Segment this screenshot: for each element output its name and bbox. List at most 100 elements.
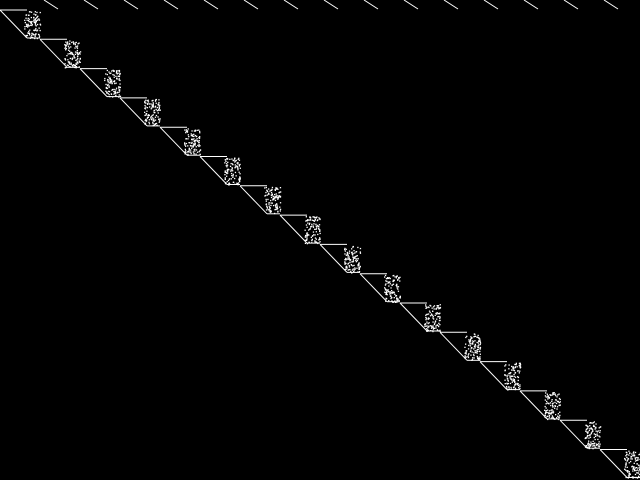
- noise-dot: [544, 414, 546, 417]
- noise-dot: [439, 319, 441, 322]
- noise-dot: [508, 372, 510, 375]
- noise-dot: [628, 471, 630, 473]
- noise-dot: [278, 195, 280, 197]
- noise-dot: [33, 16, 35, 19]
- noise-dot: [479, 339, 481, 341]
- noise-dot: [551, 411, 553, 414]
- noise-dot: [274, 189, 276, 191]
- noise-dot: [33, 37, 35, 39]
- noise-dot: [591, 429, 594, 431]
- noise-dot: [144, 123, 146, 125]
- noise-dot: [438, 325, 440, 328]
- noise-dot: [309, 219, 312, 221]
- unit-diagonal: [159, 126, 188, 156]
- noise-dot: [344, 259, 346, 261]
- noise-dot: [308, 219, 310, 221]
- noise-dot: [34, 14, 37, 16]
- noise-dot: [352, 268, 354, 270]
- noise-dot: [634, 458, 637, 460]
- noise-dot: [304, 229, 306, 231]
- noise-dot: [513, 370, 516, 372]
- noise-dot: [395, 295, 397, 297]
- noise-dot: [275, 208, 277, 211]
- noise-dot: [275, 197, 277, 199]
- noise-dot: [426, 330, 428, 332]
- noise-dot: [314, 219, 316, 221]
- noise-dot: [587, 431, 589, 433]
- noise-dot: [627, 477, 629, 479]
- noise-dot: [625, 464, 627, 466]
- noise-dot: [546, 393, 548, 395]
- noise-dot: [107, 78, 109, 81]
- noise-dot: [507, 389, 509, 391]
- noise-dot: [191, 141, 193, 144]
- noise-dot: [396, 299, 399, 302]
- noise-dot: [318, 224, 321, 226]
- noise-dot: [424, 325, 426, 327]
- noise-dot: [598, 427, 600, 429]
- noise-dot: [351, 261, 353, 263]
- noise-dot: [28, 14, 30, 16]
- noise-dot: [188, 142, 190, 144]
- noise-dot: [359, 265, 361, 268]
- noise-dot: [436, 307, 438, 309]
- noise-dot: [439, 304, 441, 306]
- noise-dot: [519, 367, 521, 369]
- noise-dot: [116, 73, 118, 75]
- noise-dot: [504, 369, 506, 371]
- noise-dot: [225, 182, 227, 184]
- noise-dot: [156, 106, 158, 109]
- noise-dot: [384, 276, 386, 278]
- noise-dot: [79, 51, 82, 53]
- noise-dot: [151, 107, 153, 109]
- noise-dot: [348, 266, 351, 268]
- noise-dot: [556, 417, 558, 419]
- noise-dot: [317, 242, 319, 244]
- noise-dot: [65, 44, 68, 46]
- noise-dot: [472, 343, 474, 345]
- noise-dot: [395, 277, 397, 279]
- noise-dot: [319, 237, 321, 239]
- noise-dot: [106, 91, 108, 93]
- noise-dot: [304, 242, 307, 244]
- noise-dot: [304, 239, 306, 241]
- noise-dot: [156, 110, 158, 112]
- noise-dot: [316, 219, 318, 222]
- top-dash: [163, 0, 179, 10]
- noise-dot: [554, 401, 556, 404]
- noise-dot: [154, 111, 156, 114]
- noise-dot: [438, 307, 440, 309]
- noise-dot: [344, 247, 346, 250]
- noise-dot: [268, 203, 270, 205]
- noise-dot: [190, 152, 192, 155]
- noise-dot: [345, 257, 347, 260]
- noise-dot: [479, 338, 481, 340]
- noise-dot: [349, 259, 351, 261]
- noise-dot: [625, 462, 627, 464]
- noise-dot: [626, 456, 628, 459]
- noise-dot: [37, 15, 39, 17]
- noise-dot: [586, 428, 588, 430]
- noise-dot: [268, 210, 270, 212]
- noise-dot: [274, 209, 276, 211]
- noise-dot: [354, 257, 356, 259]
- noise-dot: [558, 416, 561, 418]
- unit-diagonal: [399, 302, 428, 332]
- noise-dot: [391, 300, 393, 302]
- noise-dot: [113, 70, 115, 72]
- noise-dot: [270, 196, 273, 199]
- noise-dot: [624, 458, 626, 460]
- noise-dot: [64, 44, 66, 46]
- noise-dot: [309, 216, 311, 218]
- noise-dot: [196, 140, 198, 142]
- noise-dot: [584, 437, 586, 440]
- noise-dot: [64, 47, 66, 49]
- noise-dot: [193, 130, 196, 132]
- noise-dot: [307, 222, 309, 224]
- top-dash: [403, 0, 419, 10]
- noise-dot: [145, 102, 147, 104]
- noise-dot: [234, 167, 236, 169]
- noise-dot: [437, 306, 439, 308]
- noise-dot: [390, 297, 392, 300]
